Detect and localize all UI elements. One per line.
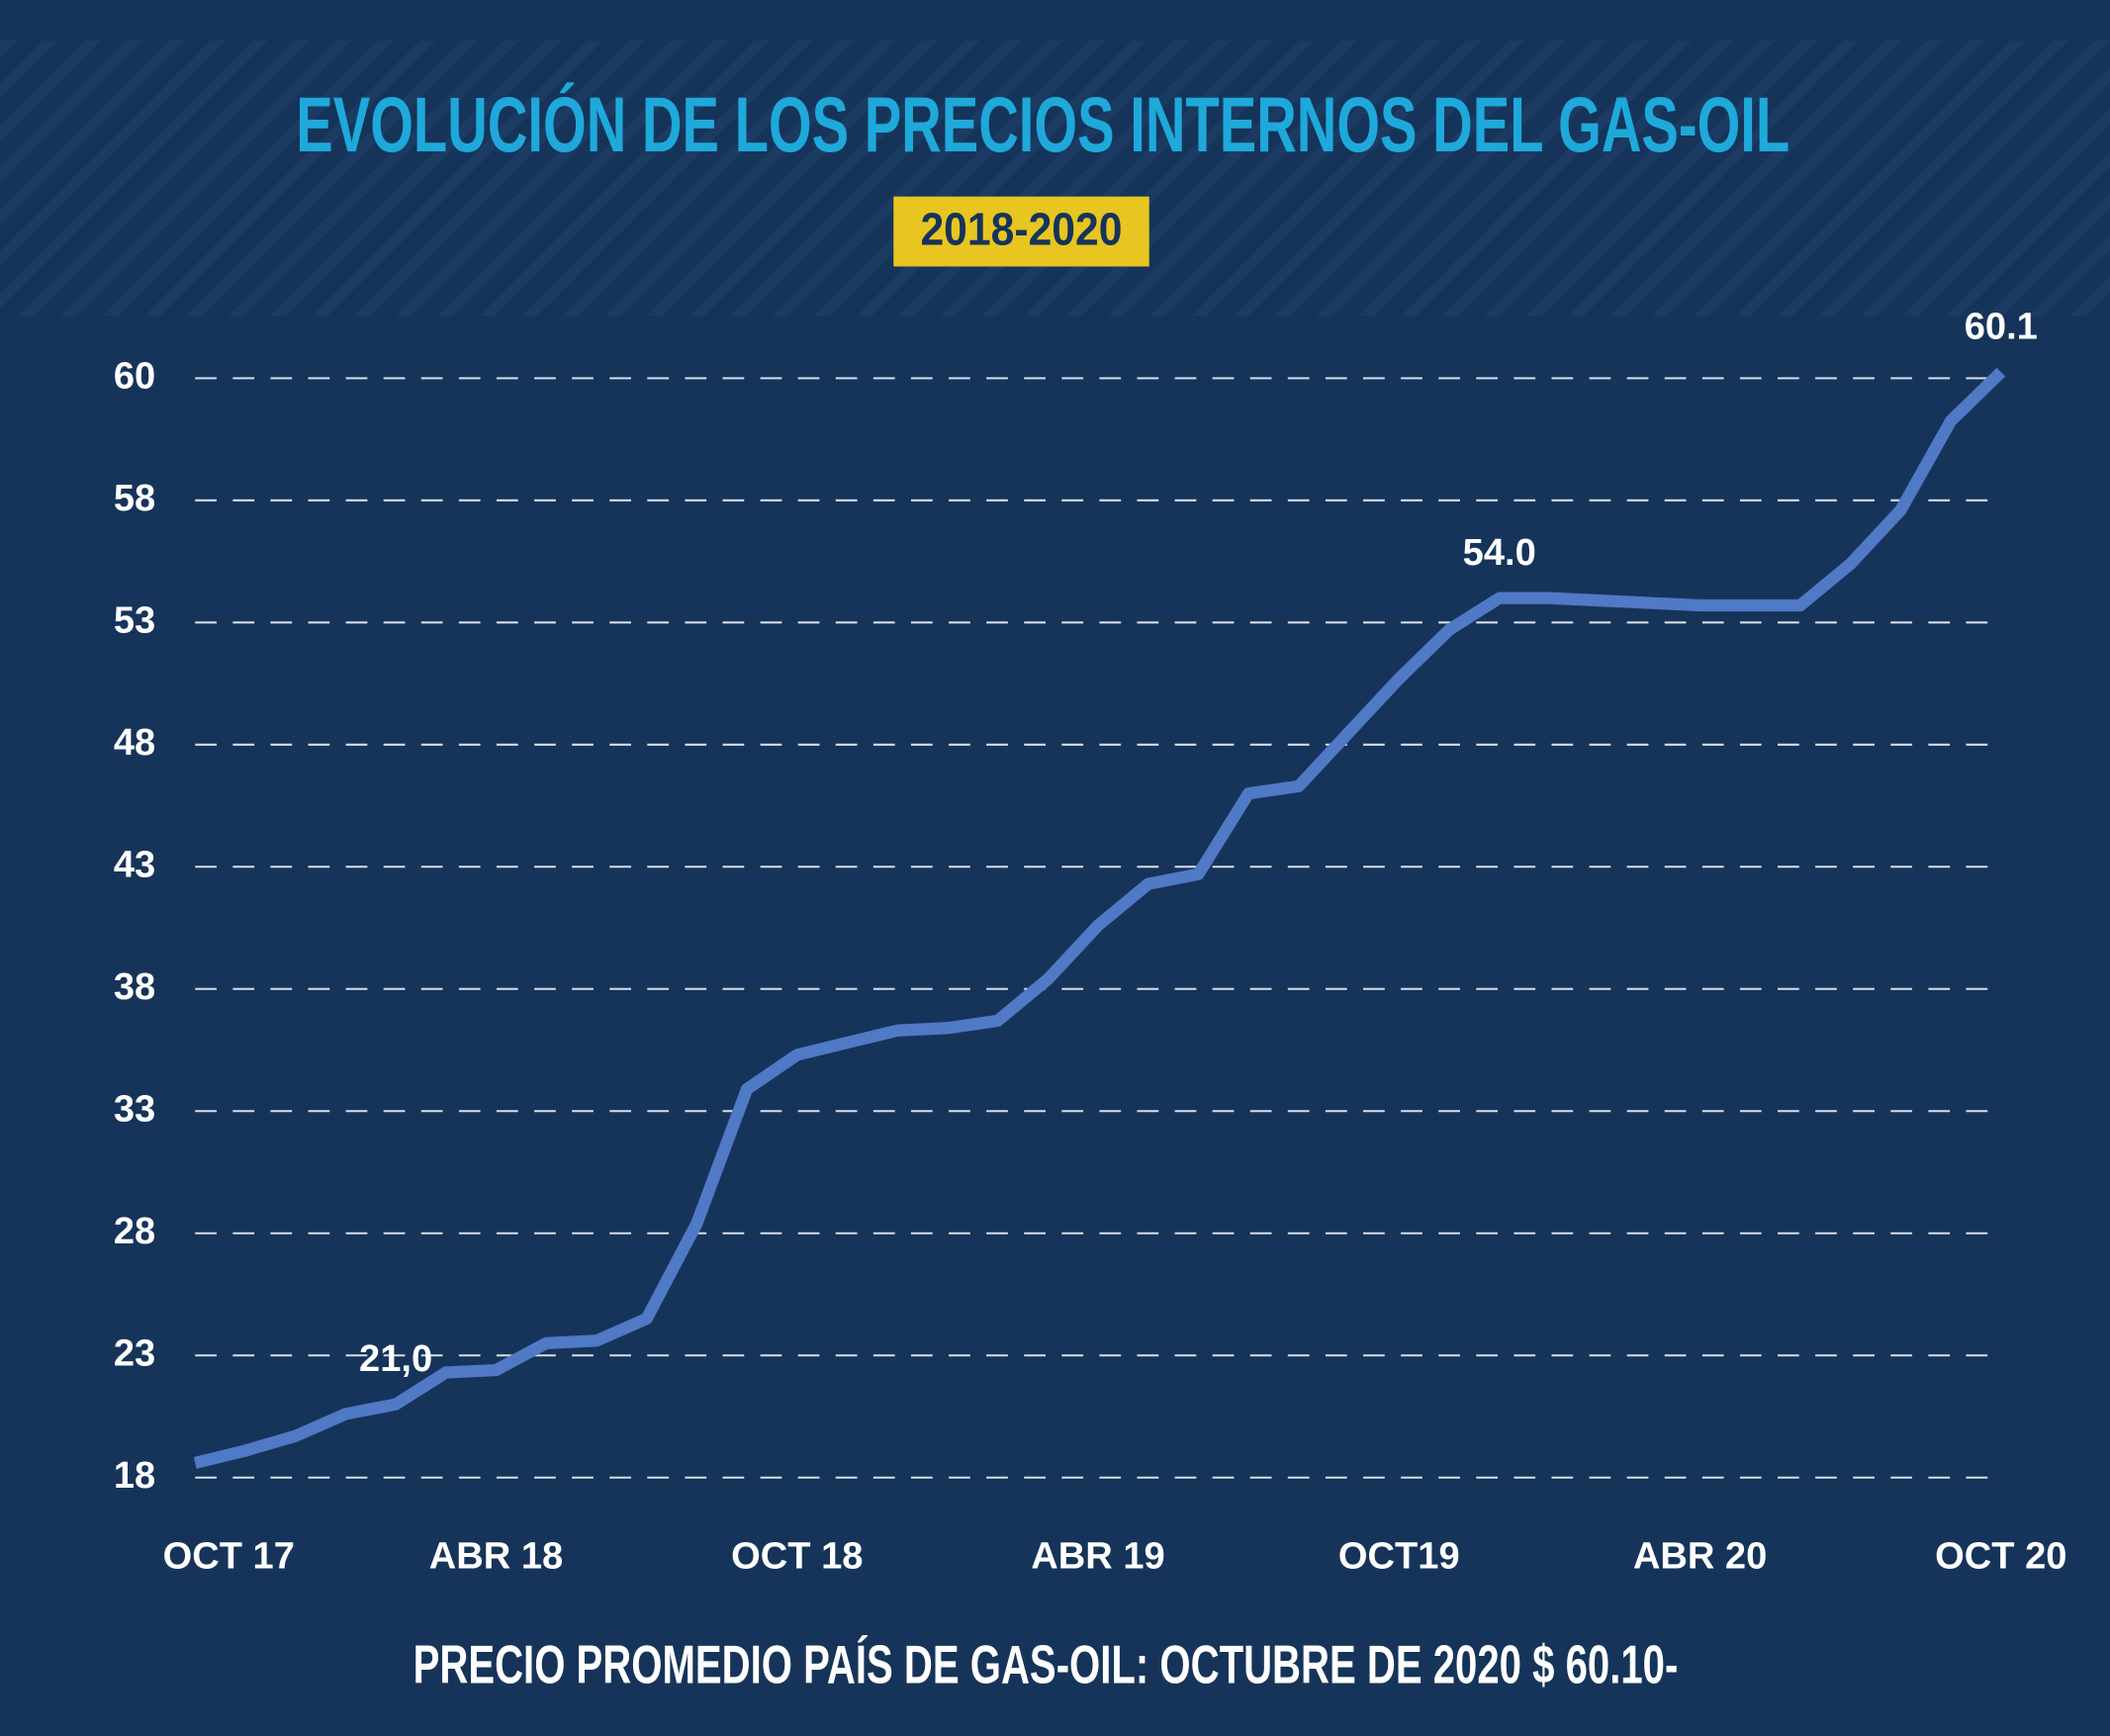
y-tick-label: 48	[114, 722, 155, 764]
y-tick-label: 58	[114, 478, 155, 519]
y-tick-label: 23	[114, 1332, 155, 1374]
x-tick-label: ABR 18	[429, 1535, 563, 1577]
x-tick-label: ABR 19	[1031, 1535, 1164, 1577]
y-tick-label: 60	[114, 355, 155, 397]
y-tick-label: 53	[114, 599, 155, 641]
data-label: 54.0	[1463, 532, 1536, 574]
header-band	[0, 40, 2110, 317]
y-tick-label: 18	[114, 1455, 155, 1497]
x-tick-label: OCT 20	[1935, 1535, 2066, 1577]
x-tick-label: ABR 20	[1633, 1535, 1767, 1577]
y-tick-label: 43	[114, 844, 155, 885]
y-tick-label: 28	[114, 1211, 155, 1252]
data-label: 21,0	[359, 1338, 432, 1380]
line-series	[193, 367, 2006, 1469]
x-tick-label: OCT 18	[731, 1535, 863, 1577]
x-tick-label: OCT19	[1338, 1535, 1460, 1577]
x-tick-label: OCT 17	[163, 1535, 295, 1577]
y-tick-label: 38	[114, 966, 155, 1008]
subtitle-box	[893, 196, 1149, 267]
chart-title: EVOLUCIÓN DE LOS PRECIOS INTERNOS DEL GA…	[296, 81, 1789, 168]
data-label: 60.1	[1965, 307, 2038, 348]
y-tick-label: 33	[114, 1088, 155, 1130]
subtitle: 2018-2020	[920, 204, 1122, 255]
footer: PRECIO PROMEDIO PAÍS DE GAS-OIL: OCTUBRE…	[413, 1634, 1679, 1694]
